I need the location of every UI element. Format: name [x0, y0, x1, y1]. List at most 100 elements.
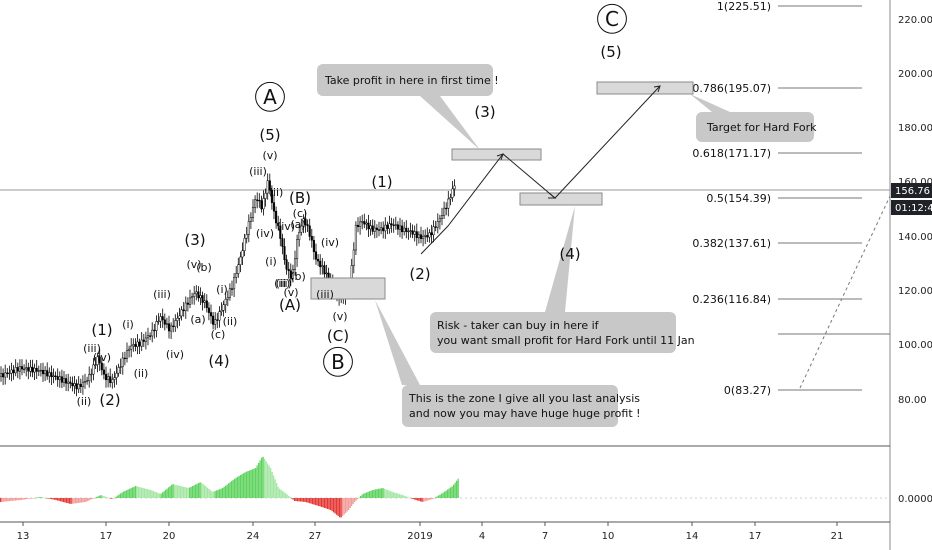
fib-label: 0.5(154.39)	[706, 192, 771, 205]
histogram-bar	[201, 482, 203, 498]
histogram-bar	[253, 468, 255, 498]
callout-zone[interactable]: This is the zone I give all you last ana…	[375, 300, 641, 427]
histogram-bar	[96, 496, 98, 498]
candle-body	[401, 225, 404, 233]
histogram-bar	[292, 498, 294, 500]
histogram-bar	[454, 482, 456, 498]
histogram-bar	[367, 491, 369, 498]
callout-target[interactable]: Target for Hard Fork	[690, 94, 817, 142]
histogram-bar	[372, 490, 374, 498]
candle-body	[403, 227, 406, 233]
histogram-bar	[148, 489, 150, 498]
candle-body	[107, 376, 110, 381]
candle-body	[20, 366, 24, 370]
histogram-bar	[36, 497, 38, 499]
histogram-bar	[384, 488, 386, 498]
candle-body	[453, 185, 456, 190]
callout-take-profit[interactable]: Take profit in here in first time !	[317, 64, 499, 150]
candle-body	[216, 319, 219, 321]
candle-body	[65, 378, 68, 384]
histogram-bar	[138, 486, 140, 498]
candle-body	[214, 319, 217, 325]
candle-body	[417, 234, 420, 239]
histogram-bar	[421, 498, 423, 502]
candle-body	[180, 309, 183, 317]
callout-risk[interactable]: Risk - taker can buy in here if you want…	[430, 206, 695, 353]
fib-label: 0.786(195.07)	[692, 82, 771, 95]
histogram-bar	[51, 498, 53, 500]
x-tick-label: 17	[749, 531, 762, 542]
histogram-bar	[313, 498, 315, 505]
candle-body	[386, 224, 389, 229]
histogram-bar	[136, 486, 138, 498]
candle-body	[94, 364, 97, 366]
wave-4-box[interactable]	[519, 192, 603, 206]
wave-label: (iii)	[83, 342, 101, 355]
histogram-bar	[399, 494, 401, 498]
y-tick-label: 80.00	[898, 395, 927, 406]
histogram-bar	[307, 498, 309, 503]
candle-body	[323, 265, 326, 275]
candle-body	[60, 376, 63, 383]
histogram-bar	[358, 497, 360, 499]
histogram-bar	[214, 491, 216, 498]
candle-body	[188, 297, 192, 305]
histogram-bar	[435, 497, 437, 498]
histogram-bar	[213, 491, 215, 498]
take-profit-box[interactable]	[451, 148, 542, 161]
candle-body	[396, 224, 399, 230]
callout-text: Take profit in here in first time !	[324, 74, 499, 87]
histogram-bar	[342, 498, 344, 516]
histogram-bar	[99, 495, 101, 498]
histogram-bar	[174, 484, 176, 498]
candle-body	[251, 206, 255, 218]
histogram-bar	[445, 490, 447, 498]
histogram-bar	[48, 498, 50, 499]
fib-retracement[interactable]: 1(225.51) 0.786(195.07) 0.618(171.17) 0.…	[0, 0, 891, 397]
candle-body	[8, 372, 11, 375]
histogram-bar	[432, 498, 434, 499]
candle-body	[312, 240, 315, 253]
candle-body	[41, 369, 45, 375]
callout-text: and now you may have huge huge profit !	[409, 407, 641, 420]
histogram-bar	[229, 482, 231, 498]
candle-body	[92, 364, 95, 375]
candle-body	[146, 335, 150, 339]
candle-body	[119, 366, 122, 368]
histogram-bar	[39, 497, 41, 498]
histogram-bar	[21, 498, 23, 500]
histogram-bar	[448, 488, 450, 498]
wave-label: (v)	[332, 310, 347, 323]
x-tick-label: 17	[100, 531, 113, 542]
candle-body	[71, 383, 74, 387]
histogram-bar	[345, 498, 347, 513]
histogram-bar	[414, 498, 416, 500]
target-box[interactable]	[596, 81, 694, 95]
callout-box	[696, 112, 814, 142]
candle-body	[430, 232, 433, 236]
histogram-bar	[360, 496, 362, 498]
histogram-bar	[228, 483, 230, 498]
histogram-bar	[130, 488, 132, 498]
candle-body	[18, 366, 21, 372]
candle-body	[6, 372, 9, 374]
candle-body	[159, 316, 162, 322]
histogram-bar	[297, 498, 299, 502]
histogram-bar	[282, 491, 284, 498]
histogram-bar	[175, 484, 177, 498]
histogram-bar	[409, 498, 411, 499]
candle-body	[138, 341, 141, 347]
histogram-bar	[64, 498, 66, 503]
histogram-bar	[382, 488, 384, 498]
candle-body	[419, 234, 423, 239]
candle-body	[426, 235, 429, 238]
buy-zone-box[interactable]	[310, 277, 386, 300]
histogram-bar	[256, 465, 258, 498]
candle-body	[392, 224, 395, 226]
wave-label: (5)	[259, 126, 280, 144]
candle-body	[88, 374, 91, 381]
histogram-bar	[82, 498, 84, 503]
last-price-tag	[891, 183, 932, 198]
candle-body	[424, 235, 427, 237]
